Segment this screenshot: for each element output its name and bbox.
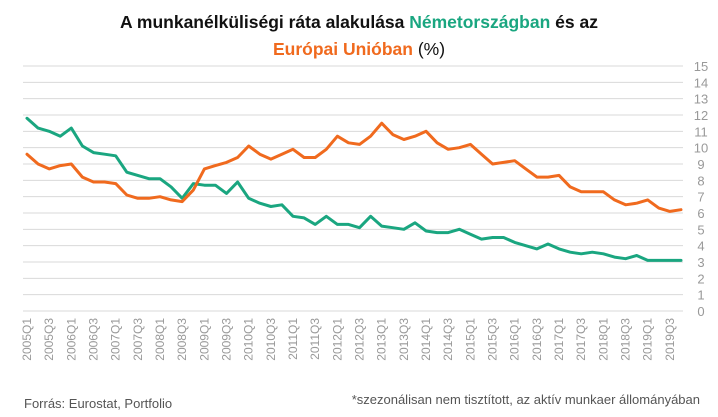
y-tick-label: 3: [697, 255, 704, 270]
y-tick-label: 14: [694, 75, 708, 90]
x-tick-label: 2011Q1: [286, 318, 300, 360]
x-tick-label: 2018Q1: [596, 318, 610, 361]
x-tick-label: 2010Q1: [242, 318, 256, 361]
x-tick-label: 2017Q3: [574, 318, 588, 361]
x-tick-label: 2016Q1: [508, 318, 522, 361]
x-tick-label: 2008Q1: [153, 318, 167, 361]
x-tick-label: 2009Q3: [220, 318, 234, 361]
x-tick-label: 2009Q1: [197, 318, 211, 361]
x-tick-label: 2015Q1: [463, 318, 477, 361]
x-axis-ticks: 2005Q1 2005Q3 2006Q1 2006Q3 2007Q1 2007Q3 2008…: [20, 318, 677, 361]
x-tick-label: 2018Q3: [619, 318, 633, 361]
x-tick-label: 2017Q1: [552, 318, 566, 361]
x-tick-label: 2013Q1: [375, 318, 389, 361]
x-tick-label: 2019Q1: [641, 318, 655, 361]
y-tick-label: 10: [694, 141, 708, 156]
title-unit: (%): [412, 39, 446, 59]
x-tick-label: 2005Q1: [20, 318, 34, 361]
footnote: *szezonálisan nem tisztított, az aktív m…: [351, 392, 700, 407]
x-tick-label: 2007Q3: [131, 318, 145, 361]
series-lines: [25, 116, 683, 262]
series-line-germany: [25, 116, 683, 262]
x-tick-label: 2012Q1: [330, 318, 344, 361]
x-tick-label: 2007Q1: [109, 318, 123, 361]
grid-lines: [23, 65, 683, 312]
x-tick-label: 2006Q3: [87, 318, 101, 361]
x-tick-label: 2011Q3: [308, 318, 322, 360]
y-tick-label: 8: [697, 173, 704, 188]
y-tick-label: 2: [697, 271, 704, 286]
y-tick-label: 7: [697, 190, 704, 205]
y-tick-label: 15: [694, 59, 708, 74]
y-tick-label: 5: [697, 222, 704, 237]
chart-title: A munkanélküliségi ráta alakulása Németo…: [0, 9, 718, 63]
x-tick-label: 2005Q3: [42, 318, 56, 361]
title-eu: Európai Unióban: [272, 39, 413, 59]
y-tick-label: 0: [697, 304, 704, 319]
title-germany: Németországban: [409, 12, 551, 32]
x-tick-label: 2014Q3: [441, 318, 455, 361]
x-tick-label: 2013Q3: [397, 318, 411, 361]
title-part1: A munkanélküliségi ráta alakulása: [120, 12, 410, 32]
x-tick-label: 2010Q3: [264, 318, 278, 361]
x-tick-label: 2014Q1: [419, 318, 433, 361]
x-tick-label: 2016Q3: [530, 318, 544, 361]
y-tick-label: 11: [694, 124, 708, 139]
x-tick-label: 2019Q3: [663, 318, 677, 361]
y-tick-label: 9: [697, 157, 704, 172]
y-tick-label: 13: [694, 92, 708, 107]
y-tick-label: 6: [697, 206, 704, 221]
y-tick-label: 4: [697, 239, 704, 254]
x-tick-label: 2015Q3: [486, 318, 500, 361]
source-note: Forrás: Eurostat, Portfolio: [24, 396, 173, 411]
series-line-eu: [25, 121, 683, 213]
x-tick-label: 2006Q1: [64, 318, 78, 361]
x-tick-label: 2008Q3: [175, 318, 189, 361]
title-part2: és az: [550, 12, 598, 32]
y-tick-label: 12: [694, 108, 708, 123]
x-tick-label: 2012Q3: [353, 318, 367, 361]
y-tick-label: 1: [697, 288, 704, 303]
